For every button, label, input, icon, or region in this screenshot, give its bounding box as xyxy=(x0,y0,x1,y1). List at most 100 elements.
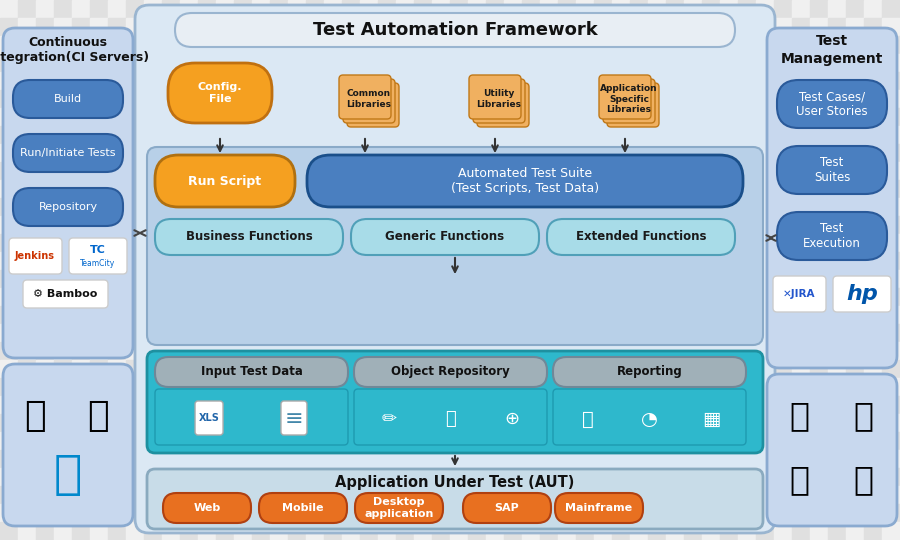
Bar xyxy=(864,288,882,306)
Bar xyxy=(198,396,216,414)
Bar xyxy=(594,162,612,180)
Bar xyxy=(612,252,630,270)
Bar xyxy=(810,360,828,378)
Bar xyxy=(324,108,342,126)
Bar xyxy=(702,486,720,504)
Bar xyxy=(558,18,576,36)
FancyBboxPatch shape xyxy=(355,493,443,523)
FancyBboxPatch shape xyxy=(599,75,651,119)
Bar xyxy=(90,126,108,144)
Bar xyxy=(684,18,702,36)
Bar xyxy=(324,270,342,288)
Bar xyxy=(792,162,810,180)
Bar xyxy=(216,270,234,288)
Bar xyxy=(846,342,864,360)
Bar xyxy=(324,342,342,360)
Bar xyxy=(630,450,648,468)
Bar xyxy=(234,72,252,90)
Bar xyxy=(198,450,216,468)
Bar xyxy=(756,522,774,540)
Bar xyxy=(0,306,18,324)
Bar xyxy=(450,72,468,90)
Bar xyxy=(414,72,432,90)
Bar xyxy=(792,522,810,540)
Bar xyxy=(702,468,720,486)
Bar xyxy=(378,450,396,468)
Bar xyxy=(612,324,630,342)
Text: ≡: ≡ xyxy=(284,409,303,429)
Bar xyxy=(612,198,630,216)
Bar xyxy=(576,378,594,396)
Bar xyxy=(612,126,630,144)
Bar xyxy=(378,432,396,450)
Bar xyxy=(612,306,630,324)
Bar xyxy=(486,54,504,72)
Bar xyxy=(522,198,540,216)
Bar xyxy=(360,18,378,36)
Bar xyxy=(810,72,828,90)
Bar xyxy=(792,180,810,198)
Bar xyxy=(198,162,216,180)
Bar xyxy=(756,234,774,252)
Bar xyxy=(558,90,576,108)
Bar xyxy=(180,288,198,306)
Bar xyxy=(270,0,288,18)
Bar xyxy=(864,270,882,288)
Text: 🪟: 🪟 xyxy=(54,454,82,498)
FancyBboxPatch shape xyxy=(13,80,123,118)
Bar xyxy=(486,36,504,54)
Bar xyxy=(720,342,738,360)
Bar xyxy=(90,162,108,180)
Bar xyxy=(378,324,396,342)
Bar xyxy=(594,180,612,198)
Bar xyxy=(144,504,162,522)
Bar xyxy=(486,72,504,90)
Bar xyxy=(234,144,252,162)
Bar xyxy=(774,36,792,54)
Bar xyxy=(540,432,558,450)
Bar xyxy=(882,450,900,468)
Bar xyxy=(612,486,630,504)
Bar xyxy=(0,378,18,396)
Bar xyxy=(18,360,36,378)
Bar xyxy=(828,162,846,180)
Bar xyxy=(522,72,540,90)
Bar xyxy=(738,180,756,198)
Bar xyxy=(144,252,162,270)
Bar xyxy=(126,216,144,234)
Bar xyxy=(864,450,882,468)
Bar xyxy=(810,288,828,306)
Bar xyxy=(450,216,468,234)
Bar xyxy=(270,486,288,504)
Bar xyxy=(288,0,306,18)
Bar xyxy=(432,378,450,396)
Bar xyxy=(360,90,378,108)
Bar xyxy=(594,72,612,90)
Bar xyxy=(144,234,162,252)
Bar xyxy=(450,270,468,288)
Bar xyxy=(432,90,450,108)
Bar xyxy=(414,180,432,198)
Bar xyxy=(36,0,54,18)
Bar xyxy=(882,252,900,270)
Bar xyxy=(180,486,198,504)
FancyBboxPatch shape xyxy=(767,28,897,368)
Bar xyxy=(666,432,684,450)
Bar xyxy=(36,108,54,126)
Bar xyxy=(126,72,144,90)
Bar xyxy=(504,216,522,234)
Text: Build: Build xyxy=(54,94,82,104)
Bar xyxy=(594,324,612,342)
Bar xyxy=(882,360,900,378)
Bar xyxy=(216,396,234,414)
Bar xyxy=(288,378,306,396)
Bar xyxy=(0,486,18,504)
Bar xyxy=(810,468,828,486)
Bar xyxy=(864,54,882,72)
Bar xyxy=(594,504,612,522)
Bar xyxy=(684,180,702,198)
Bar xyxy=(522,414,540,432)
Bar xyxy=(792,234,810,252)
Bar xyxy=(612,108,630,126)
Bar xyxy=(882,162,900,180)
